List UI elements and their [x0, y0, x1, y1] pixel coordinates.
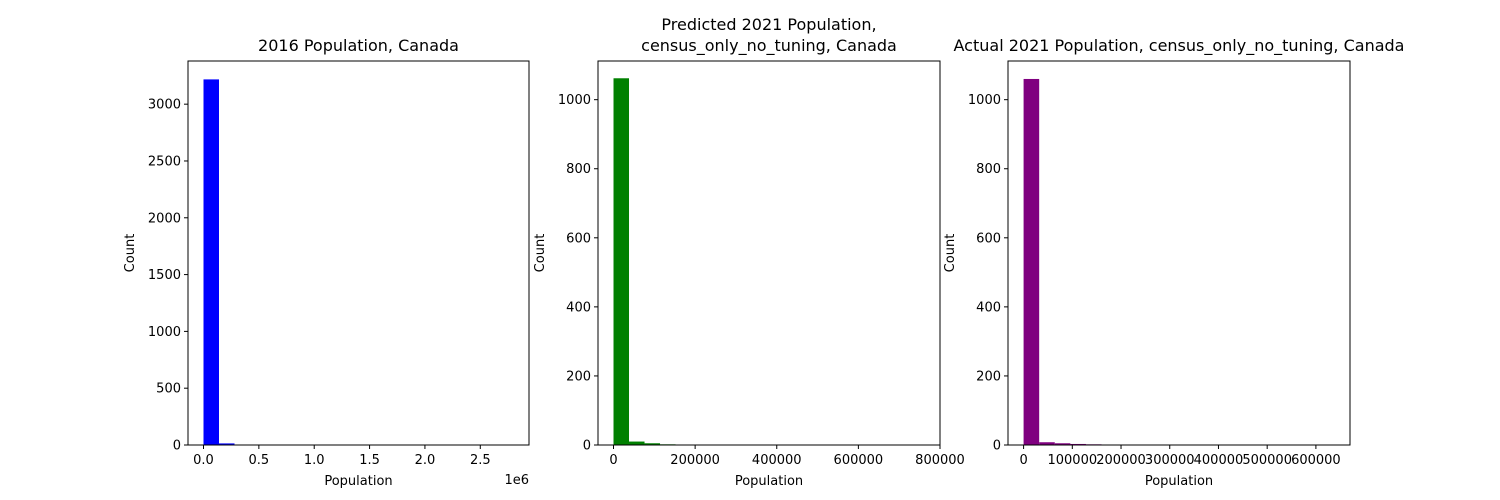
- y-tick-label: 600: [976, 231, 1001, 246]
- x-axis-label: Population: [735, 474, 803, 489]
- y-tick-label: 0: [993, 439, 1001, 454]
- histogram-bar-3: [644, 443, 661, 445]
- chart-title: Actual 2021 Population, census_only_no_t…: [954, 36, 1405, 56]
- x-offset-label: 1e6: [504, 473, 529, 488]
- x-tick-label: 0.0: [193, 453, 214, 468]
- y-tick-label: 800: [566, 162, 591, 177]
- x-tick-label: 200000: [1096, 453, 1146, 468]
- y-tick-label: 400: [566, 300, 591, 315]
- chart-panel-2: 0 200000 400000 600000 800000 0 200 400 600 800 10…: [533, 15, 965, 489]
- y-tick-label: 200: [566, 369, 591, 384]
- y-tick-label: 0: [173, 439, 181, 454]
- chart-title: census_only_no_tuning, Canada: [641, 36, 897, 56]
- histogram-bar-1: [1023, 78, 1040, 446]
- x-tick-label: 600000: [834, 453, 884, 468]
- y-axis-label: Count: [943, 234, 958, 273]
- x-tick-label: 400000: [752, 453, 802, 468]
- histogram-bar-2: [629, 441, 645, 445]
- y-tick-label: 0: [583, 439, 591, 454]
- y-axis-label: Count: [533, 234, 548, 273]
- x-tick-label: 1.0: [304, 453, 325, 468]
- x-axis-label: Population: [324, 474, 392, 489]
- axes-frame: [597, 60, 941, 446]
- y-tick-label: 2500: [148, 154, 181, 169]
- histogram-bar-1: [613, 78, 630, 446]
- chart-panel-3: 0 100000 200000 300000 400000 500000 600000 0 20…: [943, 36, 1404, 489]
- x-tick-label: 300000: [1145, 453, 1195, 468]
- y-tick-label: 1000: [148, 325, 181, 340]
- axes-frame: [187, 60, 530, 446]
- chart-panel-1: 0.0 0.5 1.0 1.5 2.0 2.5 0 500 1000 1500 2000 2500 30…: [123, 36, 530, 489]
- histogram-bar-2: [219, 443, 235, 445]
- histogram-bar-4: [1070, 443, 1086, 445]
- y-tick-label: 1000: [968, 93, 1001, 108]
- x-tick-label: 2.5: [470, 453, 491, 468]
- x-tick-label: 200000: [670, 453, 720, 468]
- axes-frame: [1007, 60, 1351, 446]
- x-tick-label: 2.0: [415, 453, 436, 468]
- y-tick-label: 200: [976, 369, 1001, 384]
- x-tick-label: 400000: [1194, 453, 1244, 468]
- histogram-bar-3: [1054, 443, 1071, 445]
- chart-title: Predicted 2021 Population,: [661, 15, 876, 34]
- x-tick-label: 0: [609, 453, 617, 468]
- y-tick-label: 600: [566, 231, 591, 246]
- x-tick-label: 800000: [915, 453, 965, 468]
- y-tick-label: 500: [156, 382, 181, 397]
- x-axis-label: Population: [1145, 474, 1213, 489]
- y-tick-label: 3000: [148, 98, 181, 113]
- histogram-bar-1: [203, 79, 219, 446]
- y-tick-label: 1000: [558, 93, 591, 108]
- x-tick-label: 0: [1019, 453, 1027, 468]
- y-tick-label: 1500: [148, 268, 181, 283]
- y-axis-label: Count: [123, 234, 138, 273]
- chart-title: 2016 Population, Canada: [258, 36, 459, 55]
- x-tick-label: 100000: [1047, 453, 1097, 468]
- y-tick-label: 800: [976, 162, 1001, 177]
- histogram-bar-2: [1039, 442, 1055, 445]
- x-tick-label: 1.5: [359, 453, 380, 468]
- x-tick-label: 600000: [1291, 453, 1341, 468]
- y-tick-label: 400: [976, 300, 1001, 315]
- y-tick-label: 2000: [148, 211, 181, 226]
- x-tick-label: 500000: [1242, 453, 1292, 468]
- x-tick-label: 0.5: [249, 453, 270, 468]
